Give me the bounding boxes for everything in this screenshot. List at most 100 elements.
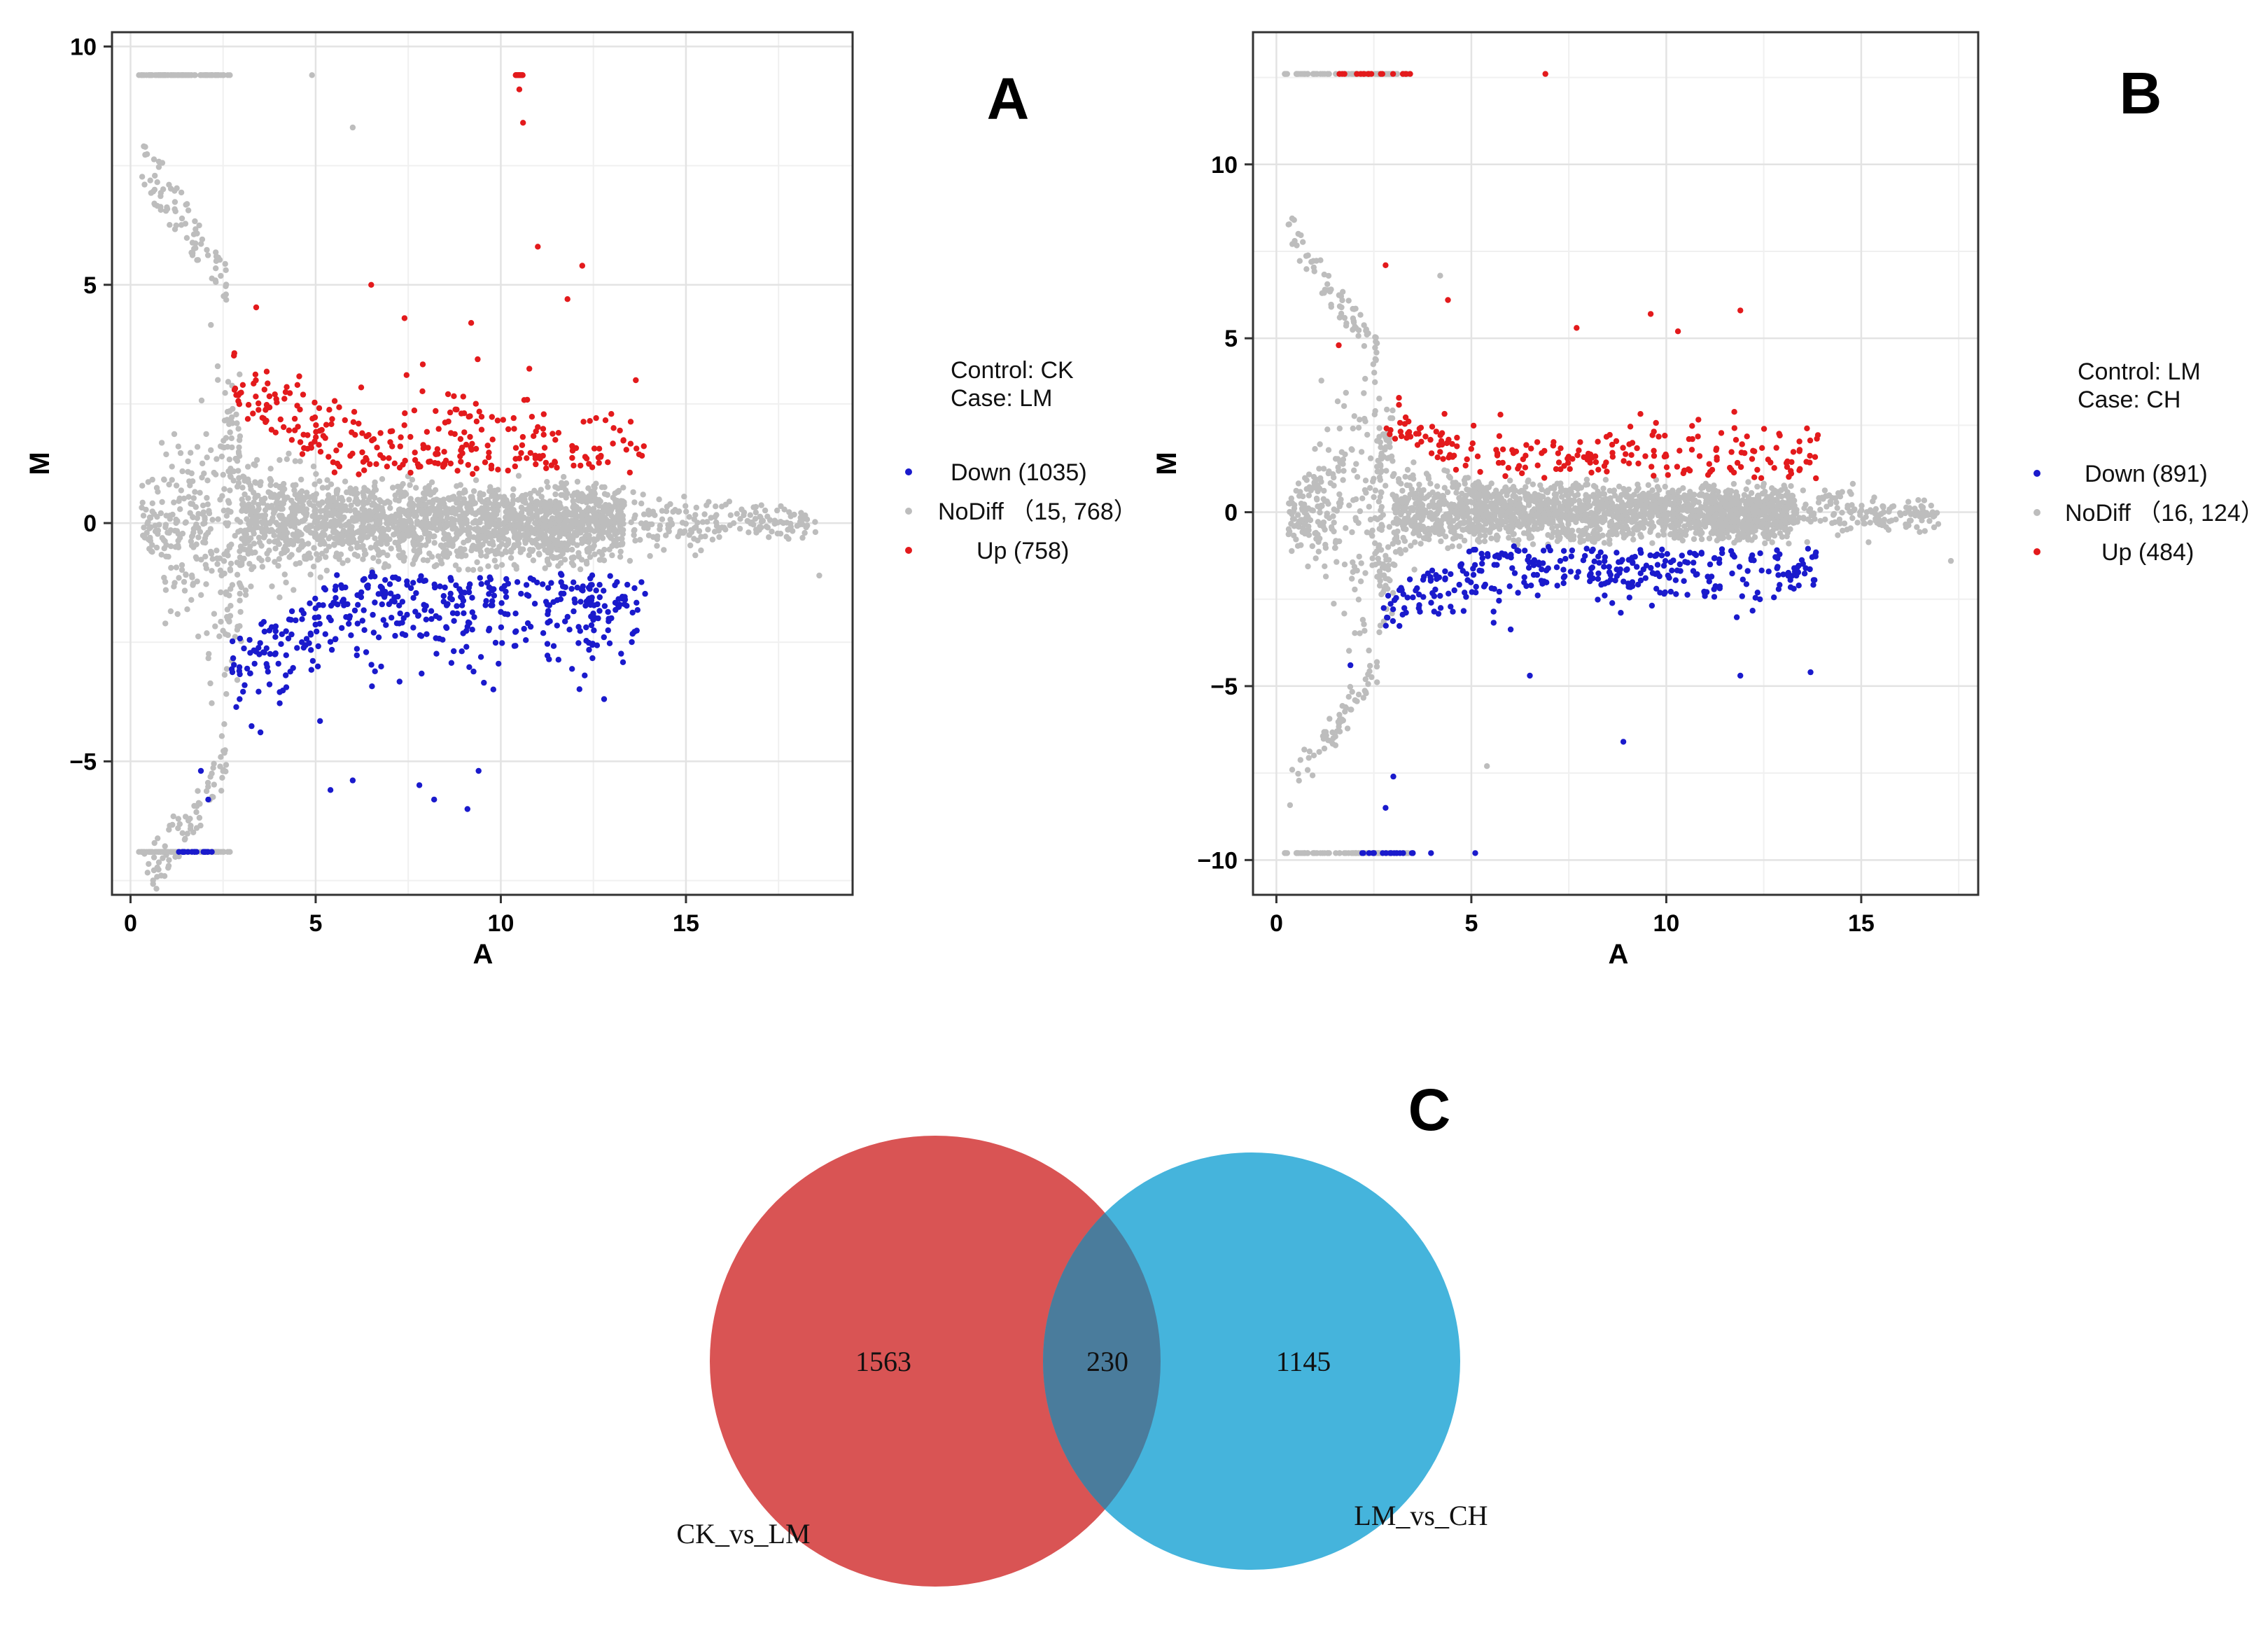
point-nodiff — [527, 490, 533, 497]
point-up — [540, 411, 547, 417]
point-nodiff — [292, 458, 298, 464]
point-down — [354, 652, 360, 659]
point-nodiff — [1378, 591, 1385, 598]
point-down — [481, 679, 487, 686]
point-nodiff — [177, 506, 183, 513]
point-nodiff — [226, 457, 232, 463]
point-nodiff — [433, 509, 439, 516]
point-nodiff — [619, 541, 626, 548]
point-nodiff — [511, 562, 517, 568]
point-nodiff — [154, 179, 160, 186]
point-down — [577, 628, 583, 634]
point-nodiff — [284, 456, 290, 462]
point-nodiff — [313, 525, 319, 531]
point-nodiff — [192, 504, 199, 510]
point-nodiff — [667, 516, 673, 523]
point-nodiff — [205, 655, 211, 662]
point-down — [423, 616, 429, 622]
point-down — [272, 651, 278, 657]
point-down — [523, 637, 529, 643]
point-down — [358, 589, 365, 596]
point-nodiff — [440, 544, 446, 550]
point-nodiff — [507, 503, 514, 510]
point-nodiff — [434, 527, 440, 534]
point-nodiff — [403, 531, 410, 538]
point-nodiff — [241, 546, 247, 552]
point-nodiff — [1655, 532, 1662, 538]
point-down — [264, 664, 270, 670]
point-nodiff — [179, 830, 186, 837]
point-down — [260, 619, 267, 625]
point-nodiff — [620, 485, 626, 491]
point-nodiff — [392, 531, 398, 537]
point-nodiff — [1444, 468, 1450, 475]
point-nodiff — [303, 556, 309, 562]
point-nodiff — [317, 574, 323, 580]
point-nodiff — [585, 517, 592, 523]
point-up — [412, 450, 418, 456]
point-nodiff — [1408, 543, 1414, 549]
point-nodiff — [769, 529, 775, 535]
point-down — [288, 608, 295, 615]
point-up — [342, 417, 348, 424]
point-nodiff — [535, 490, 542, 496]
point-down — [642, 590, 648, 597]
point-nodiff — [702, 533, 708, 540]
point-nodiff — [218, 788, 225, 794]
point-down — [590, 617, 596, 623]
point-nodiff — [520, 532, 526, 538]
point-nodiff — [1359, 617, 1366, 623]
point-nodiff — [281, 486, 288, 492]
point-nodiff — [299, 494, 305, 501]
point-down — [514, 579, 521, 585]
point-down — [524, 592, 530, 598]
point-nodiff — [223, 281, 230, 288]
point-nodiff — [1835, 532, 1841, 538]
point-nodiff — [398, 488, 404, 495]
point-nodiff — [372, 479, 378, 486]
point-down — [546, 602, 553, 608]
point-nodiff — [1285, 221, 1292, 228]
point-nodiff — [1520, 506, 1527, 512]
point-nodiff — [173, 520, 179, 527]
point-up — [516, 86, 523, 92]
point-up — [486, 450, 492, 456]
point-nodiff — [177, 450, 184, 457]
point-nodiff — [617, 554, 624, 560]
point-nodiff — [291, 524, 298, 530]
point-nodiff — [152, 849, 158, 855]
point-nodiff — [449, 515, 455, 522]
point-nodiff — [179, 72, 186, 78]
point-up — [519, 433, 526, 440]
point-down — [410, 625, 416, 631]
point-nodiff — [1349, 576, 1355, 582]
point-nodiff — [1361, 343, 1368, 349]
point-up — [598, 452, 604, 459]
point-nodiff — [632, 512, 638, 519]
point-nodiff — [253, 457, 260, 464]
point-nodiff — [228, 435, 234, 442]
point-nodiff — [174, 611, 181, 618]
point-nodiff — [771, 517, 778, 524]
point-nodiff — [411, 547, 417, 554]
point-up — [281, 396, 288, 402]
point-down — [554, 622, 560, 629]
point-nodiff — [591, 483, 597, 489]
point-nodiff — [208, 72, 214, 78]
point-nodiff — [251, 499, 257, 506]
point-nodiff — [346, 496, 352, 503]
point-up — [465, 413, 472, 420]
point-nodiff — [656, 496, 662, 503]
point-nodiff — [696, 528, 703, 534]
point-nodiff — [1296, 777, 1302, 784]
point-nodiff — [323, 516, 329, 522]
point-nodiff — [541, 508, 548, 515]
point-up — [484, 443, 491, 449]
point-nodiff — [467, 533, 473, 540]
point-up — [255, 407, 262, 413]
point-down — [247, 670, 253, 676]
point-up — [352, 431, 358, 438]
point-down — [433, 613, 439, 620]
point-down — [607, 573, 613, 579]
point-nodiff — [188, 597, 195, 603]
